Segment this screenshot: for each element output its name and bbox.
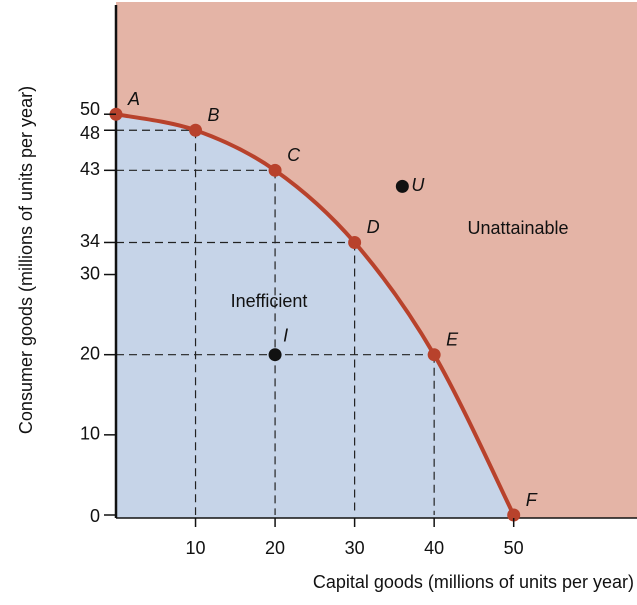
y-tick-label: 0 <box>90 506 100 526</box>
point-label: D <box>367 217 380 237</box>
y-tick-label: 43 <box>80 159 100 179</box>
x-tick-label: 50 <box>504 538 524 558</box>
x-tick-label: 20 <box>265 538 285 558</box>
y-tick-label: 48 <box>80 123 100 143</box>
y-tick-label: 50 <box>80 99 100 119</box>
other-point-label: I <box>283 325 288 345</box>
ppf-point <box>348 235 362 249</box>
ppf-point <box>189 123 203 137</box>
other-point-label: U <box>411 175 425 195</box>
x-tick-label: 30 <box>345 538 365 558</box>
region-label: Inefficient <box>231 291 308 311</box>
attainable-region <box>116 114 514 518</box>
ppf-point <box>268 163 282 177</box>
point-label: F <box>526 490 538 510</box>
ppf-point <box>427 348 441 362</box>
y-tick-label: 30 <box>80 263 100 283</box>
x-axis-label: Capital goods (millions of units per yea… <box>313 572 634 592</box>
region-label: Unattainable <box>467 218 568 238</box>
y-tick-label: 20 <box>80 343 100 363</box>
plot <box>104 2 637 527</box>
y-tick-label: 10 <box>80 424 100 444</box>
other-point <box>268 348 282 362</box>
point-label: E <box>446 329 459 349</box>
other-point <box>395 179 409 193</box>
point-label: B <box>208 105 220 125</box>
x-tick-label: 40 <box>424 538 444 558</box>
y-tick-label: 34 <box>80 231 100 251</box>
y-axis-label: Consumer goods (millions of units per ye… <box>16 86 36 434</box>
x-tick-label: 10 <box>186 538 206 558</box>
point-label: A <box>127 89 140 109</box>
ppf-point <box>507 508 521 522</box>
point-label: C <box>287 145 301 165</box>
